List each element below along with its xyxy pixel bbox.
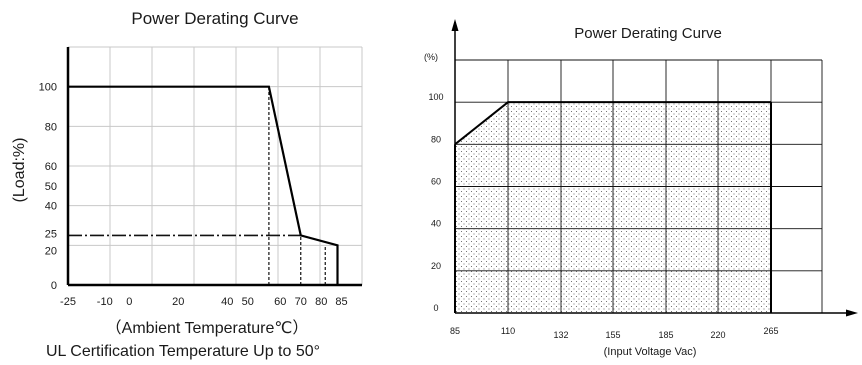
- chart1-x-ticks: -25 -10 0 20 40 50 60 70 80 85: [60, 296, 348, 308]
- chart2-y-tick-label: 100: [428, 92, 443, 102]
- chart1-x-tick-label: 70: [295, 296, 307, 308]
- chart1-reference-lines: [68, 86, 326, 285]
- chart1-x-axis-label: （Ambient Temperature℃）: [106, 319, 309, 337]
- chart2-y-tick-label: 60: [431, 177, 441, 187]
- chart2-x-tick-label: 132: [553, 330, 568, 340]
- chart1-x-tick-label: 20: [172, 296, 184, 308]
- chart2-x-ticks: 85 110 132 155 185 220 265: [450, 326, 779, 340]
- chart2-y-tick-label: 0: [433, 303, 438, 313]
- chart1-y-tick-label: 0: [51, 280, 57, 292]
- chart1-x-tick-label: 50: [242, 296, 254, 308]
- chart1-note: UL Certification Temperature Up to 50°: [46, 343, 320, 360]
- chart2-series: [454, 101, 772, 313]
- chart2-title: Power Derating Curve: [574, 25, 722, 42]
- chart1-x-tick-label: 40: [221, 296, 233, 308]
- chart2-x-tick-label: 185: [658, 330, 673, 340]
- chart2-y-tick-label: 20: [431, 261, 441, 271]
- chart1-y-tick-label: 100: [39, 82, 57, 94]
- chart2-x-axis-label: (Input Voltage Vac): [604, 346, 697, 358]
- chart1-y-tick-label: 20: [45, 245, 57, 257]
- chart1-y-tick-label: 80: [45, 121, 57, 133]
- chart1-x-tick-label: -10: [97, 296, 113, 308]
- chart2-x-tick-label: 220: [710, 330, 725, 340]
- chart2-x-tick-label: 155: [605, 330, 620, 340]
- input-voltage-derating-chart: Power Derating Curve 0 20 40 60 80 100 85 110 1…: [424, 19, 858, 358]
- chart1-x-tick-label: 0: [126, 296, 132, 308]
- chart1-derating-line: [68, 85, 339, 285]
- chart2-y-axis-label: (%): [424, 52, 438, 62]
- chart1-y-tick-label: 50: [45, 181, 57, 193]
- temperature-derating-chart: Power Derating Curve 0 20 25 40 50 60 80 100 -2…: [11, 9, 363, 360]
- chart1-y-tick-label: 25: [45, 228, 57, 240]
- chart1-y-axis-label: (Load:%): [11, 138, 28, 203]
- chart2-x-tick-label: 85: [450, 326, 460, 336]
- chart2-x-tick-label: 110: [501, 326, 515, 336]
- chart1-series: [68, 85, 339, 285]
- chart1-y-tick-label: 40: [45, 201, 57, 213]
- chart1-grid: [68, 46, 363, 286]
- chart1-title: Power Derating Curve: [131, 9, 298, 28]
- chart2-y-ticks: 0 20 40 60 80 100: [428, 92, 443, 313]
- chart2-y-tick-label: 40: [431, 219, 441, 229]
- chart1-x-tick-label: 85: [335, 296, 347, 308]
- chart2-derating-line: [454, 101, 771, 146]
- chart1-y-ticks: 0 20 25 40 50 60 80 100: [39, 82, 57, 292]
- chart1-x-tick-label: -25: [60, 296, 76, 308]
- chart2-y-tick-label: 80: [431, 134, 441, 144]
- chart1-x-tick-label: 60: [274, 296, 286, 308]
- chart2-x-axis-arrow: [846, 309, 858, 317]
- chart2-y-axis-arrow: [451, 19, 459, 31]
- chart1-y-tick-label: 60: [45, 161, 57, 173]
- chart1-x-tick-label: 80: [315, 296, 327, 308]
- chart2-x-tick-label: 265: [763, 326, 778, 336]
